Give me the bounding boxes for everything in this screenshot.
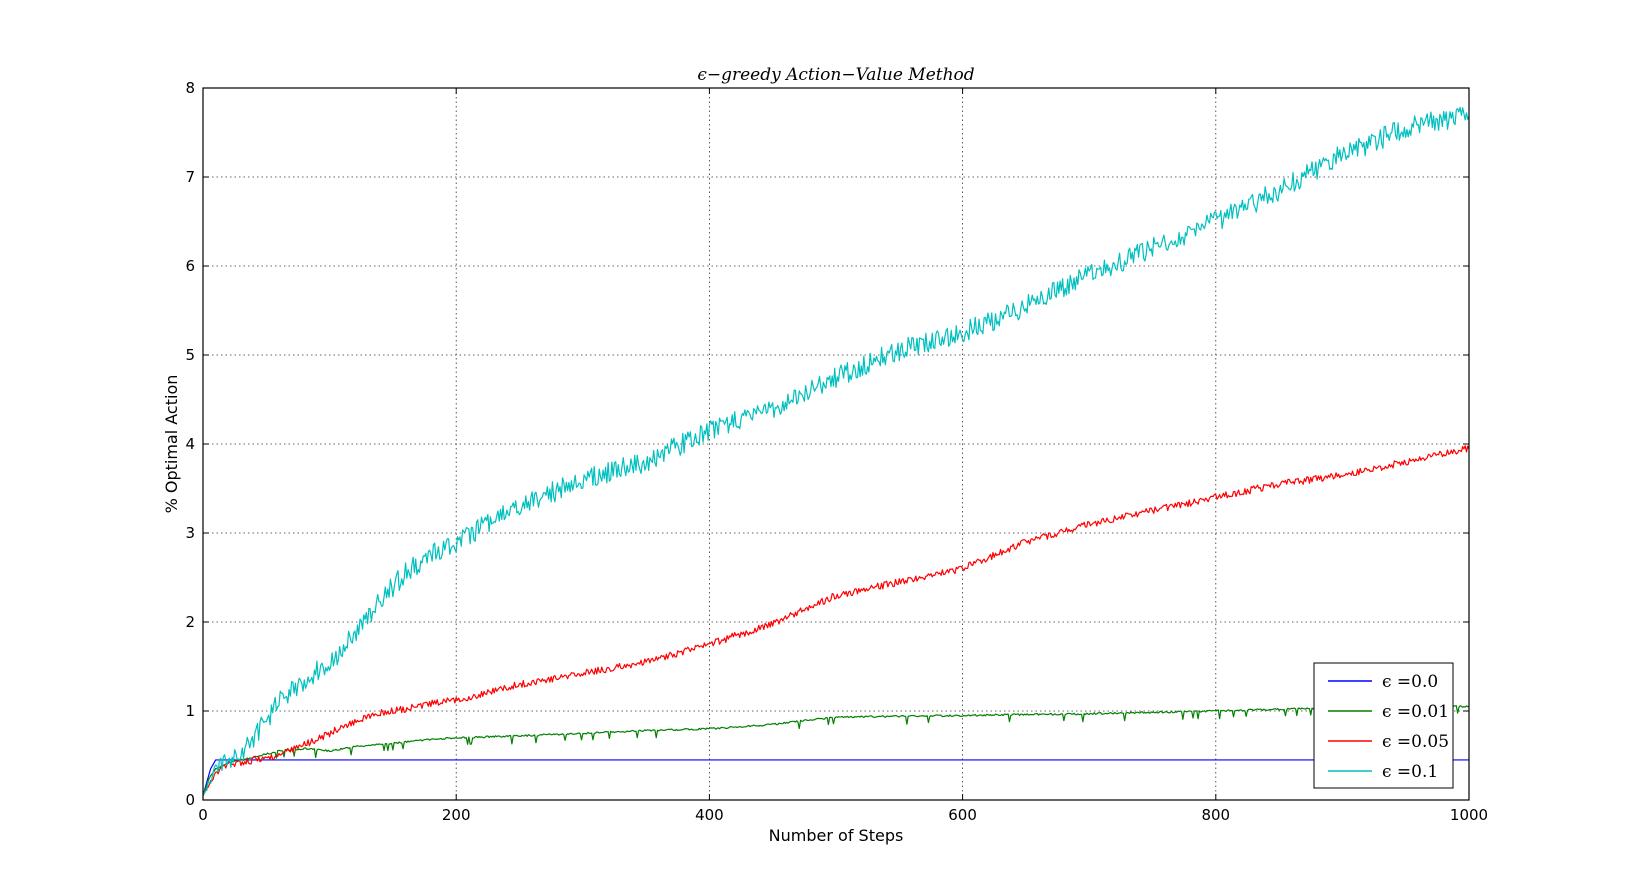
axis-ticks: 0 200 400 600 800 1000 0 1 2 3 4 5 6 7 8 [185, 79, 1488, 824]
y-tick-label: 5 [185, 346, 195, 364]
y-tick-label: 7 [185, 168, 195, 186]
y-tick-label: 2 [185, 613, 195, 631]
legend-label: ϵ =0.0 [1382, 672, 1438, 692]
legend-label: ϵ =0.01 [1382, 702, 1449, 722]
series-line-0 [203, 759, 1469, 796]
x-tick-label: 200 [442, 806, 471, 824]
y-tick-label: 1 [185, 702, 195, 720]
legend-label: ϵ =0.1 [1382, 762, 1438, 782]
x-axis-label: Number of Steps [769, 826, 904, 845]
legend-item: ϵ =0.1 [1328, 762, 1438, 782]
y-tick-label: 6 [185, 257, 195, 275]
series-line-1 [203, 705, 1469, 796]
y-tick-label: 3 [185, 524, 195, 542]
x-tick-label: 800 [1201, 806, 1230, 824]
chart-title: ϵ−greedy Action−Value Method [697, 65, 974, 85]
legend-label: ϵ =0.05 [1382, 732, 1449, 752]
x-tick-label: 1000 [1450, 806, 1488, 824]
y-tick-label: 4 [185, 435, 195, 453]
series-line-3 [203, 106, 1469, 796]
y-tick-label: 8 [185, 79, 195, 97]
legend-item: ϵ =0.05 [1328, 732, 1449, 752]
x-tick-label: 400 [695, 806, 724, 824]
series-line-2 [203, 445, 1469, 796]
y-axis-label: % Optimal Action [162, 375, 181, 514]
legend-box [1313, 662, 1454, 789]
x-tick-label: 600 [948, 806, 977, 824]
x-tick-label: 0 [198, 806, 208, 824]
legend: ϵ =0.0 ϵ =0.01 ϵ =0.05 ϵ =0.1 [1313, 662, 1454, 789]
legend-item: ϵ =0.0 [1328, 672, 1438, 692]
legend-item: ϵ =0.01 [1328, 702, 1449, 722]
y-tick-label: 0 [185, 791, 195, 809]
series-lines [203, 106, 1469, 796]
grid [203, 88, 1469, 800]
